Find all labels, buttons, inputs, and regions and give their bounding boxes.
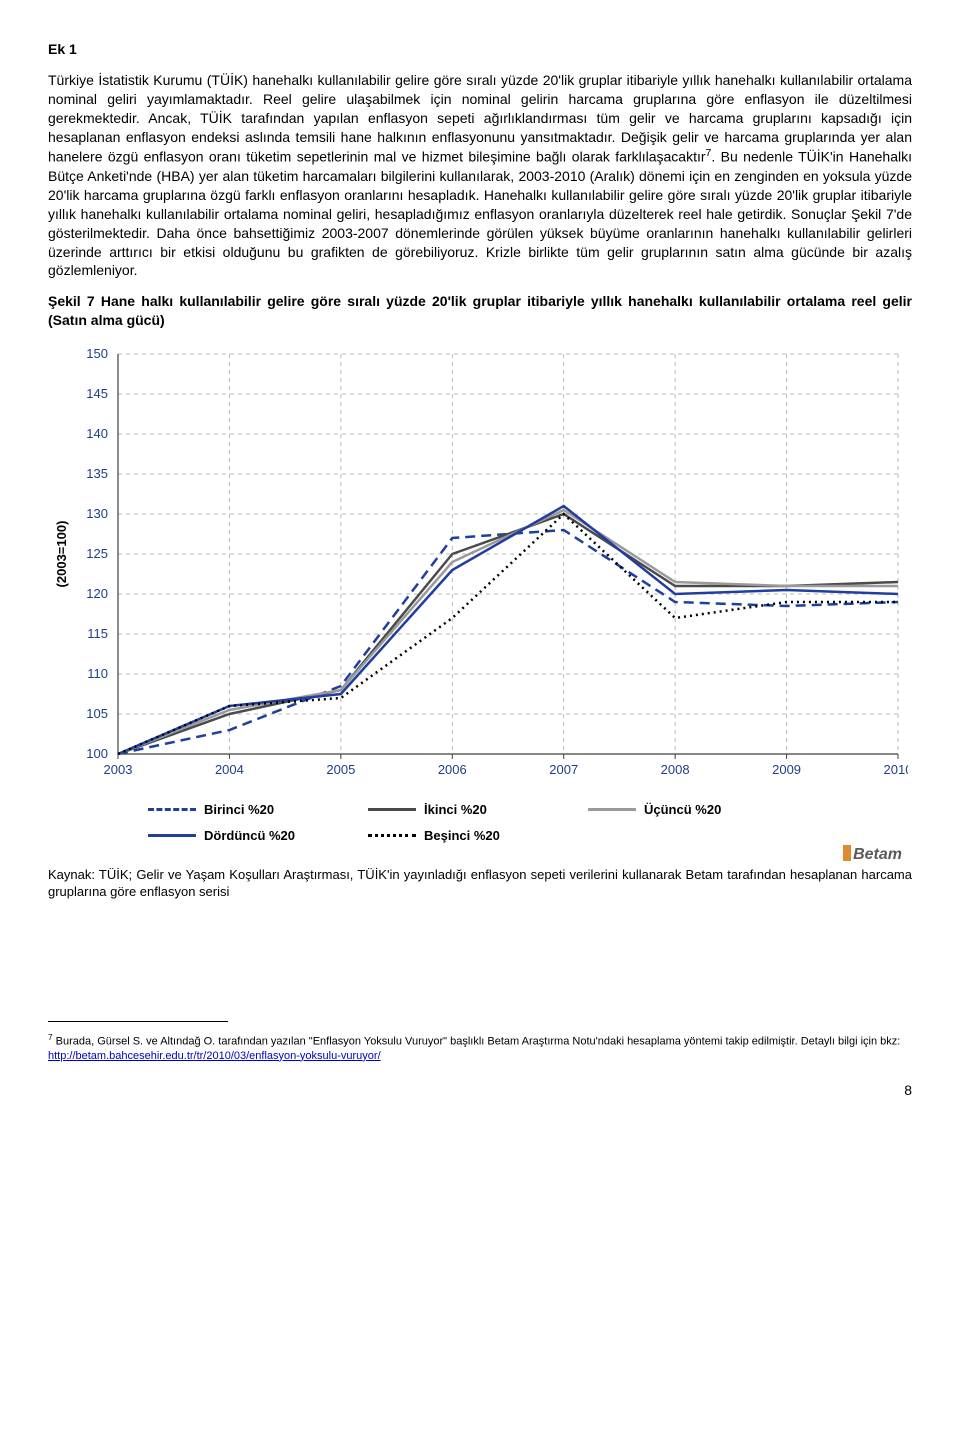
svg-text:2009: 2009 — [772, 762, 801, 777]
legend-item: Birinci %20 — [148, 801, 328, 819]
svg-text:105: 105 — [86, 706, 108, 721]
line-chart: 100 105 110 115 120 125 130 135 140 145 150 2003 200… — [48, 344, 908, 784]
svg-text:2005: 2005 — [326, 762, 355, 777]
legend-label: Beşinci %20 — [424, 827, 500, 845]
svg-text:2008: 2008 — [661, 762, 690, 777]
legend-item: Beşinci %20 — [368, 827, 548, 845]
para-tail: . Bu nedenle TÜİK'in Hanehalkı Bütçe Ank… — [48, 149, 912, 278]
svg-text:2004: 2004 — [215, 762, 244, 777]
svg-text:110: 110 — [87, 666, 108, 681]
legend-item: Dördüncü %20 — [148, 827, 328, 845]
figure-title: Şekil 7 Hane halkı kullanılabilir gelire… — [48, 292, 912, 330]
svg-text:130: 130 — [86, 506, 108, 521]
source-line: Kaynak: TÜİK; Gelir ve Yaşam Koşulları A… — [48, 866, 912, 901]
legend-swatch-icon — [368, 808, 416, 811]
svg-text:135: 135 — [86, 466, 108, 481]
legend-swatch-icon — [148, 834, 196, 837]
legend-label: Birinci %20 — [204, 801, 274, 819]
svg-text:2006: 2006 — [438, 762, 467, 777]
svg-text:2007: 2007 — [549, 762, 578, 777]
footnote-link[interactable]: http://betam.bahcesehir.edu.tr/tr/2010/0… — [48, 1050, 381, 1062]
svg-text:140: 140 — [86, 426, 108, 441]
svg-text:2010: 2010 — [884, 762, 908, 777]
logo-accent-icon — [843, 845, 851, 861]
legend-row: Birinci %20 İkinci %20 Üçüncü %20 — [48, 797, 912, 823]
svg-text:145: 145 — [86, 386, 108, 401]
legend-swatch-icon — [368, 834, 416, 837]
logo-text: Betam — [853, 844, 902, 866]
legend-label: Dördüncü %20 — [204, 827, 295, 845]
footnote-text: Burada, Gürsel S. ve Altındağ O. tarafın… — [53, 1035, 901, 1047]
legend-swatch-icon — [588, 808, 636, 811]
legend-label: Üçüncü %20 — [644, 801, 721, 819]
legend-label: İkinci %20 — [424, 801, 487, 819]
legend-item: İkinci %20 — [368, 801, 548, 819]
betam-logo: Betam — [48, 844, 912, 866]
page-number: 8 — [48, 1081, 912, 1100]
svg-text:120: 120 — [86, 586, 108, 601]
footnote-rule — [48, 1021, 228, 1022]
svg-text:150: 150 — [86, 346, 108, 361]
footnote: 7 Burada, Gürsel S. ve Altındağ O. taraf… — [48, 1033, 912, 1063]
svg-text:2003: 2003 — [104, 762, 133, 777]
legend-item: Üçüncü %20 — [588, 801, 768, 819]
chart-container: 100 105 110 115 120 125 130 135 140 145 150 2003 200… — [48, 344, 912, 789]
chart-legend: Birinci %20 İkinci %20 Üçüncü %20 Dördüncü … — [48, 797, 912, 848]
svg-text:100: 100 — [86, 746, 108, 761]
legend-swatch-icon — [148, 808, 196, 811]
svg-text:125: 125 — [86, 546, 108, 561]
appendix-heading: Ek 1 — [48, 40, 912, 59]
svg-text:115: 115 — [87, 626, 108, 641]
body-paragraph: Türkiye İstatistik Kurumu (TÜİK) hanehal… — [48, 71, 912, 280]
svg-text:(2003=100): (2003=100) — [54, 521, 69, 588]
